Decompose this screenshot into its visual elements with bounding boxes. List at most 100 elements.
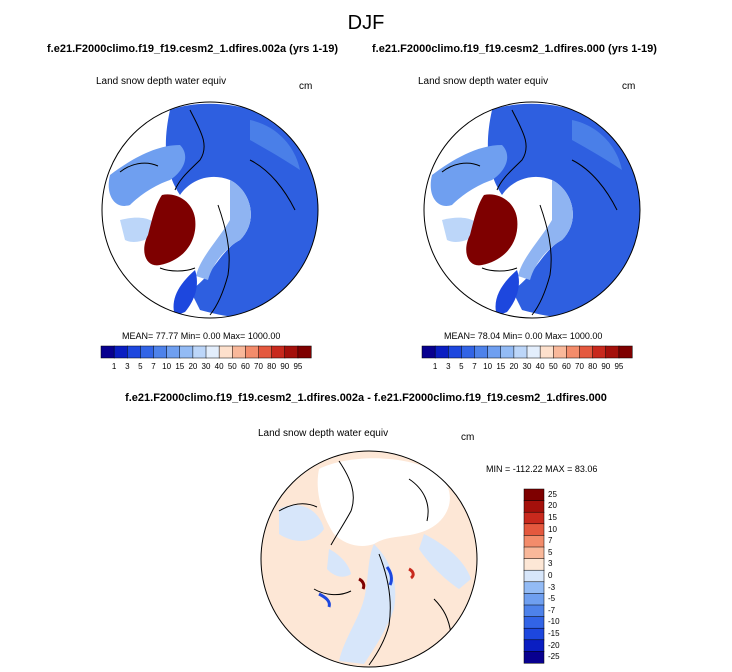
colorbar-swatch	[523, 627, 545, 641]
colorbar-tick-label: -7	[548, 605, 556, 615]
colorbar-tick-label: 25	[548, 489, 557, 499]
colorbar-swatch	[271, 345, 286, 359]
colorbar-swatch	[523, 639, 545, 652]
colorbar-tick-label: -20	[548, 640, 560, 650]
colorbar-tick-label: 60	[561, 362, 571, 371]
colorbar-swatch	[513, 345, 528, 359]
colorbar-swatch	[100, 345, 115, 359]
figure-title: DJF	[347, 12, 385, 34]
colorbar-tick-label: 15	[175, 362, 185, 371]
colorbar-tick-label: 50	[548, 362, 558, 371]
colorbar-tick-label: 70	[575, 362, 584, 371]
colorbar-swatch	[523, 651, 545, 664]
colorbar-tick-label: 70	[254, 362, 263, 371]
colorbar-tick-label: 20	[188, 362, 198, 371]
colorbar-swatch	[523, 604, 545, 618]
panel-2-stats: MEAN= 78.04 Min= 0.00 Max= 1000.00	[444, 331, 603, 341]
panel-2-units: cm	[622, 81, 636, 92]
colorbar-tick-label: 7	[472, 362, 477, 371]
colorbar-swatch	[539, 345, 554, 359]
colorbar-tick-label: 3	[548, 559, 553, 569]
panel-2-colorbar-labels: 1 3 5 7 10 15 20 30 40 50 60 70 80 90 95	[422, 362, 632, 374]
colorbar-swatch	[523, 558, 545, 571]
colorbar-swatch	[113, 345, 128, 359]
colorbar-tick-label: 5	[138, 362, 143, 371]
colorbar-tick-label: 15	[496, 362, 506, 371]
colorbar-tick-label: 1	[111, 362, 117, 371]
colorbar-tick-label: -15	[548, 629, 560, 638]
colorbar-swatch	[153, 345, 168, 359]
colorbar-swatch	[297, 345, 312, 359]
colorbar-swatch	[523, 581, 545, 594]
colorbar-swatch	[140, 345, 155, 359]
difference-colorbar-labels: 25 20 15 10 7 5 3 0 -3 -5 -7 -10 -15 -20 -25	[548, 489, 588, 663]
colorbar-tick-label: 7	[151, 362, 156, 371]
panel-1-variable: Land snow depth water equiv	[96, 76, 227, 87]
panel-2-variable: Land snow depth water equiv	[418, 76, 549, 87]
colorbar-tick-label: 60	[240, 362, 250, 371]
colorbar-tick-label: 90	[601, 362, 611, 371]
colorbar-swatch	[526, 345, 541, 359]
colorbar-swatch	[523, 616, 545, 629]
colorbar-tick-label: -3	[548, 582, 556, 592]
colorbar-tick-label: 15	[548, 513, 557, 522]
colorbar-tick-label: 40	[214, 362, 224, 371]
colorbar-tick-label: 3	[125, 362, 130, 371]
colorbar-tick-label: 3	[446, 362, 451, 371]
colorbar-tick-label: 90	[280, 362, 290, 371]
colorbar-swatch	[500, 345, 515, 359]
panel-1-stats: MEAN= 77.77 Min= 0.00 Max= 1000.00	[122, 331, 281, 341]
colorbar-tick-label: 40	[535, 362, 545, 371]
panel-1-colorbar	[100, 345, 312, 359]
colorbar-swatch	[566, 345, 581, 359]
panel-1-units: cm	[299, 81, 313, 92]
panel-1-case-title: f.e21.F2000climo.f19_f19.cesm2_1.dfires.…	[47, 43, 339, 55]
panel-1-map	[101, 101, 319, 319]
colorbar-swatch	[258, 345, 273, 359]
colorbar-swatch	[245, 345, 260, 359]
panel-2-map	[423, 101, 641, 319]
colorbar-tick-label: 20	[509, 362, 519, 371]
colorbar-swatch	[523, 593, 545, 606]
colorbar-tick-label: 5	[459, 362, 464, 371]
panel-1-colorbar-labels: 1 3 5 7 10 15 20 30 40 50 60 70 80 90 95	[101, 362, 311, 374]
colorbar-tick-label: 30	[201, 362, 211, 371]
colorbar-tick-label: -5	[548, 594, 556, 604]
colorbar-swatch	[523, 511, 545, 525]
panel-2-case-title: f.e21.F2000climo.f19_f19.cesm2_1.dfires.…	[372, 43, 657, 55]
colorbar-tick-label: 80	[267, 362, 277, 371]
colorbar-tick-label: 10	[483, 362, 493, 371]
colorbar-swatch	[618, 345, 633, 359]
colorbar-swatch	[461, 345, 476, 359]
difference-title: f.e21.F2000climo.f19_f19.cesm2_1.dfires.…	[125, 392, 607, 404]
colorbar-tick-label: 5	[548, 547, 553, 557]
colorbar-swatch	[523, 569, 545, 583]
difference-variable: Land snow depth water equiv	[258, 428, 389, 439]
colorbar-swatch	[579, 345, 594, 359]
colorbar-swatch	[523, 535, 545, 548]
colorbar-tick-label: 1	[432, 362, 438, 371]
difference-units: cm	[461, 432, 475, 443]
colorbar-swatch	[487, 345, 502, 359]
colorbar-tick-label: -25	[548, 652, 560, 662]
colorbar-swatch	[523, 523, 545, 536]
colorbar-swatch	[284, 345, 299, 359]
colorbar-tick-label: 0	[548, 571, 553, 580]
colorbar-tick-label: 30	[522, 362, 532, 371]
colorbar-swatch	[434, 345, 449, 359]
colorbar-swatch	[592, 345, 607, 359]
difference-stats: MIN = -112.22 MAX = 83.06	[486, 464, 598, 474]
colorbar-tick-label: 95	[293, 362, 303, 371]
colorbar-swatch	[523, 546, 545, 560]
colorbar-tick-label: 95	[614, 362, 624, 371]
colorbar-tick-label: 80	[588, 362, 598, 371]
difference-colorbar	[523, 488, 545, 664]
colorbar-swatch	[553, 345, 567, 359]
colorbar-swatch	[474, 345, 489, 359]
colorbar-swatch	[523, 500, 545, 513]
colorbar-swatch	[605, 345, 620, 359]
colorbar-swatch	[127, 345, 141, 359]
colorbar-swatch	[192, 345, 207, 359]
colorbar-tick-label: 20	[548, 501, 557, 511]
difference-map	[260, 450, 478, 668]
